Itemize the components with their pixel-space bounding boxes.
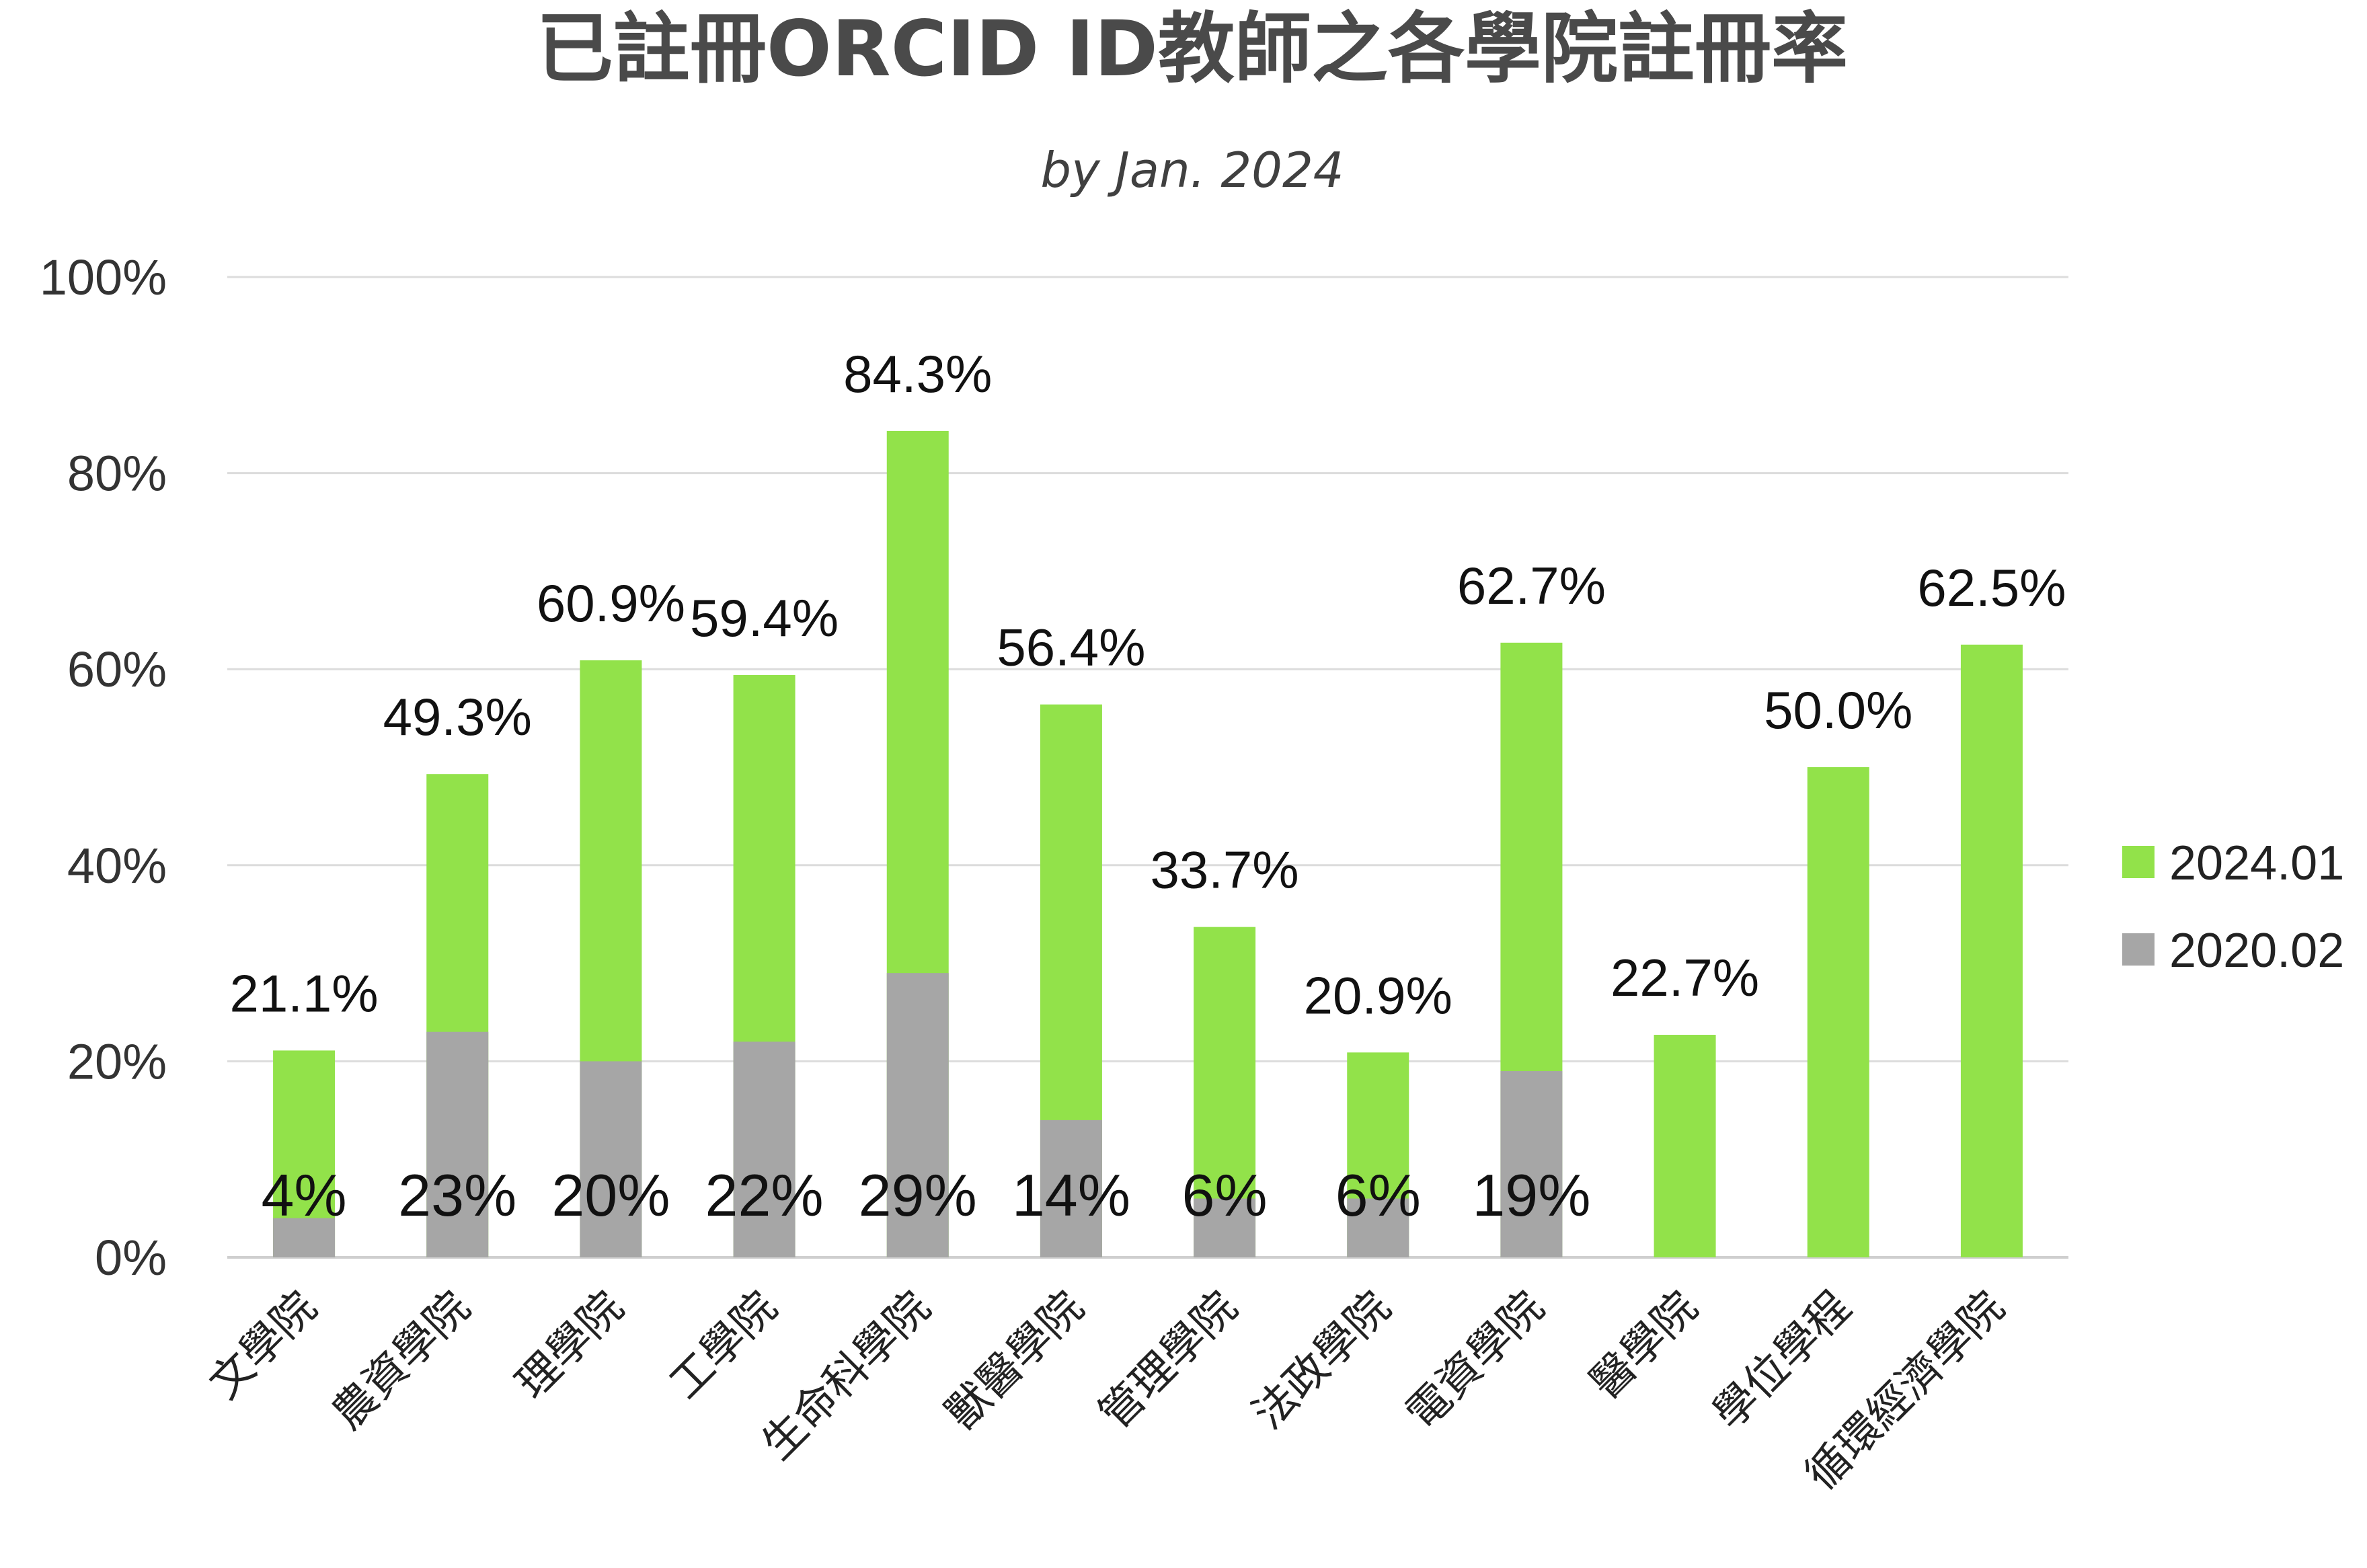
data-label-2024-01: 20.9% <box>1304 966 1452 1025</box>
data-label-2024-01: 62.7% <box>1457 556 1606 615</box>
bar-2020-02 <box>1500 1070 1563 1257</box>
bar-2020-02 <box>886 973 949 1257</box>
x-category-label: 生命科學院 <box>752 1282 940 1470</box>
x-category-label: 農資學院 <box>323 1282 479 1439</box>
y-tick-label: 100% <box>40 249 167 305</box>
x-category-label: 獸醫學院 <box>937 1282 1093 1439</box>
y-tick-label: 20% <box>67 1033 167 1089</box>
x-category-label: 管理學院 <box>1090 1282 1247 1439</box>
bar-2020-02 <box>580 1061 642 1257</box>
data-label-2024-01: 84.3% <box>843 344 992 403</box>
y-tick-label: 80% <box>67 446 167 502</box>
data-label-2020-02: 14% <box>1012 1162 1130 1228</box>
legend: 2024.01 2020.02 <box>2122 836 2344 978</box>
legend-swatch <box>2122 933 2155 966</box>
x-category-label: 學位學程 <box>1704 1282 1861 1439</box>
data-label-2020-02: 23% <box>398 1162 516 1228</box>
x-category-label: 電資學院 <box>1397 1282 1553 1439</box>
bar-2020-02 <box>1347 1198 1409 1257</box>
legend-label: 2024.01 <box>2169 836 2344 890</box>
y-tick-label: 0% <box>95 1230 167 1286</box>
data-labels: 21.1% 4% 49.3% 23% 60.9% 20% 59.4% 22% 84.3% 29% 5… <box>229 344 2066 1228</box>
data-label-2020-02: 19% <box>1472 1162 1590 1228</box>
y-axis-ticks: 0% 20% 40% 60% 80% 100% <box>40 249 167 1286</box>
data-label-2024-01: 21.1% <box>229 964 378 1023</box>
bar-2020-02 <box>426 1031 489 1257</box>
legend-label: 2020.02 <box>2169 924 2344 978</box>
x-category-label: 法政學院 <box>1243 1282 1400 1439</box>
gridlines <box>227 276 2068 1259</box>
x-category-label: 理學院 <box>507 1282 633 1409</box>
data-label-2024-01: 22.7% <box>1611 948 1759 1007</box>
data-label-2020-02: 20% <box>551 1162 670 1228</box>
bar-2020-02 <box>1194 1198 1256 1257</box>
data-label-2024-01: 59.4% <box>690 588 839 648</box>
bar-2020-02 <box>273 1218 336 1257</box>
legend-swatch <box>2122 846 2155 878</box>
data-label-2020-02: 4% <box>261 1162 346 1228</box>
bar-2024-01 <box>1960 644 2023 1257</box>
y-tick-label: 60% <box>67 641 167 697</box>
data-label-2024-01: 50.0% <box>1764 680 1912 740</box>
data-label-2020-02: 29% <box>859 1162 977 1228</box>
chart-subtitle: by Jan. 2024 <box>1040 142 1344 198</box>
bar-2024-01 <box>1654 1035 1716 1257</box>
data-label-2020-02: 6% <box>1181 1162 1267 1228</box>
bar-2024-01 <box>1807 767 1869 1257</box>
x-category-label: 工學院 <box>660 1282 787 1409</box>
bars <box>273 430 2023 1257</box>
data-label-2020-02: 6% <box>1335 1162 1421 1228</box>
bar-2020-02 <box>1040 1120 1102 1257</box>
x-category-label: 醫學院 <box>1581 1282 1707 1409</box>
data-label-2024-01: 60.9% <box>537 574 685 633</box>
y-tick-label: 40% <box>67 838 167 894</box>
data-label-2024-01: 56.4% <box>997 618 1145 677</box>
data-label-2024-01: 62.5% <box>1917 558 2066 617</box>
chart-title: 已註冊ORCID ID教師之各學院註冊率 <box>537 4 1848 93</box>
bar-2020-02 <box>733 1042 796 1257</box>
data-label-2024-01: 49.3% <box>383 687 532 746</box>
x-category-label: 文學院 <box>200 1282 326 1409</box>
data-label-2024-01: 33.7% <box>1150 840 1298 900</box>
data-label-2020-02: 22% <box>705 1162 824 1228</box>
